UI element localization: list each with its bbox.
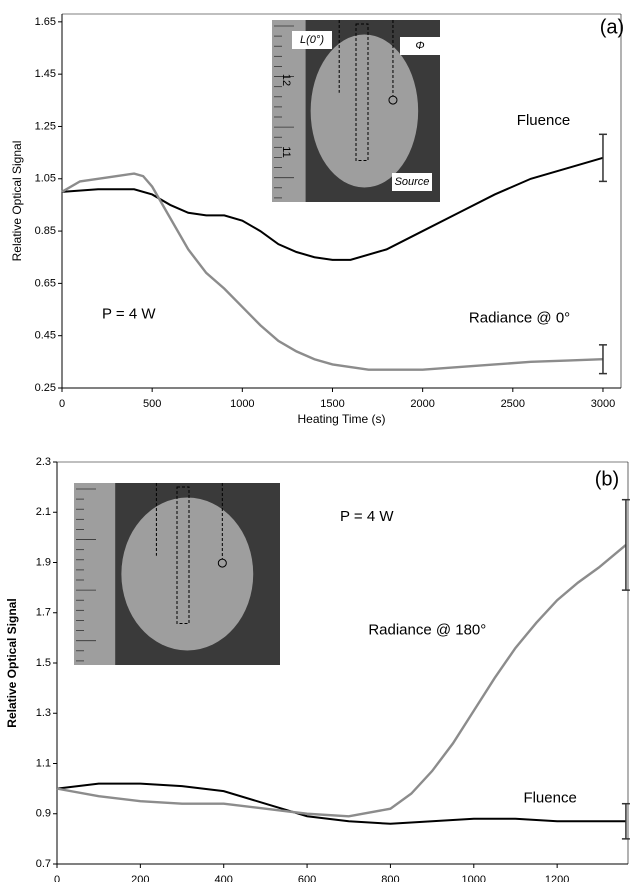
- y-tick-label: 1.1: [36, 757, 51, 769]
- inset-label: Φ: [415, 40, 424, 52]
- y-tick-label: 0.9: [36, 808, 51, 820]
- panel-label: (a): [600, 16, 624, 38]
- y-tick-label: 0.7: [36, 858, 51, 870]
- inset-ruler: [74, 483, 116, 665]
- x-tick-label: 500: [143, 398, 161, 410]
- error-bar: [598, 133, 607, 183]
- y-tick-label: 1.7: [36, 607, 51, 619]
- inset-label: 11: [280, 146, 292, 157]
- y-tick-label: 1.65: [35, 16, 56, 28]
- inset-box: [355, 23, 369, 161]
- x-tick-label: 1500: [320, 398, 344, 410]
- error-bar: [598, 344, 607, 375]
- y-tick-label: 1.3: [36, 707, 51, 719]
- series-line: [56, 782, 626, 825]
- x-tick-label: 3000: [591, 398, 615, 410]
- y-tick-label: 1.05: [35, 173, 56, 185]
- x-tick-label: 600: [298, 874, 316, 882]
- inset-ruler: [272, 20, 306, 202]
- y-tick-label: 2.3: [36, 456, 51, 468]
- series-line: [61, 156, 604, 261]
- y-tick-label: 1.45: [35, 68, 56, 80]
- inset-label-box: [392, 173, 432, 191]
- series-line: [56, 543, 627, 818]
- x-tick-label: 1000: [462, 874, 486, 882]
- x-axis-title: Heating Time (s): [297, 412, 385, 426]
- y-axis-title: Relative Optical Signal: [5, 598, 19, 727]
- x-tick-label: 800: [381, 874, 399, 882]
- inset-probe-tip: [388, 95, 398, 105]
- y-tick-label: 1.5: [36, 657, 51, 669]
- x-tick-label: 0: [54, 874, 60, 882]
- y-tick-label: 1.9: [36, 556, 51, 568]
- x-tick-label: 2000: [410, 398, 434, 410]
- y-tick-label: 2.1: [36, 506, 51, 518]
- inset-label: Source: [395, 176, 430, 188]
- series-label: Radiance @ 0°: [469, 309, 570, 326]
- annotation: P = 4 W: [340, 508, 394, 525]
- series-label: Fluence: [523, 790, 576, 807]
- x-tick-label: 2500: [501, 398, 525, 410]
- inset-box: [176, 486, 190, 624]
- x-tick-label: 0: [59, 398, 65, 410]
- y-tick-label: 0.25: [35, 382, 56, 394]
- y-tick-label: 0.45: [35, 330, 56, 342]
- series-label: Fluence: [517, 112, 570, 129]
- inset-label-box: [400, 37, 440, 55]
- annotation: P = 4 W: [102, 306, 156, 323]
- inset-probe-tip: [217, 558, 227, 568]
- x-tick-label: 200: [131, 874, 149, 882]
- x-tick-label: 1200: [545, 874, 569, 882]
- inset-glow: [121, 497, 254, 651]
- inset-label: 12: [280, 74, 292, 86]
- inset-label: L(0°): [300, 34, 324, 46]
- panel-label: (b): [595, 468, 619, 490]
- y-tick-label: 1.25: [35, 120, 56, 132]
- series-label: Radiance @ 180°: [368, 621, 486, 638]
- inset-label-box: [292, 31, 332, 49]
- y-tick-label: 0.85: [35, 225, 56, 237]
- error-bar: [621, 802, 630, 840]
- error-bar: [621, 498, 630, 591]
- x-tick-label: 400: [215, 874, 233, 882]
- x-tick-label: 1000: [230, 398, 254, 410]
- series-line: [61, 172, 604, 371]
- y-axis-title: Relative Optical Signal: [10, 141, 24, 262]
- y-tick-label: 0.65: [35, 277, 56, 289]
- inset-glow: [310, 34, 419, 188]
